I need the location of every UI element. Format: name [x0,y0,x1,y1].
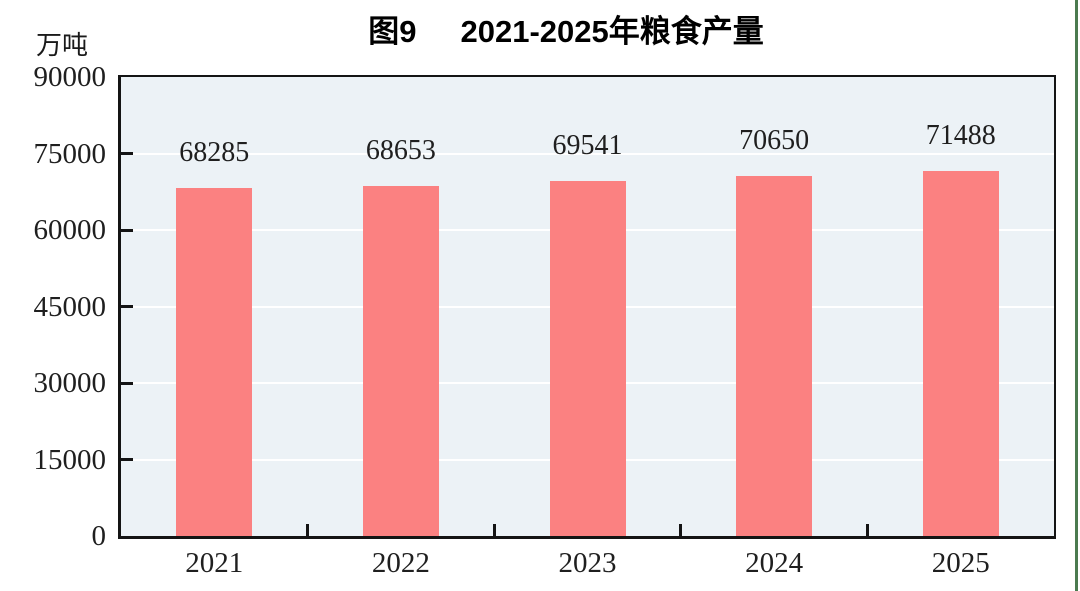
x-axis-category-label: 2023 [558,547,617,579]
y-axis-tick-label: 90000 [33,61,107,93]
y-axis-tick-label: 60000 [33,214,107,246]
bar-value-label: 71488 [925,120,996,152]
y-axis-tick-label: 30000 [33,367,107,399]
y-axis-tick [121,458,133,461]
x-axis-category-label: 2025 [931,547,990,579]
x-axis-tick [492,524,496,536]
x-axis-category-label: 2024 [745,547,804,579]
chart-title-main: 2021-2025年粮食产量 [460,14,764,49]
x-axis-tick [306,524,310,536]
y-axis-tick-label: 0 [91,520,107,552]
gridline [121,152,1054,155]
y-axis-tick [121,381,133,385]
x-axis-tick [865,524,869,536]
chart-title: 图9 2021-2025年粮食产量 [96,6,1036,51]
y-axis-tick-label: 75000 [33,137,107,170]
y-axis-tick [121,305,133,308]
plot-inner: 68285 68653 69541 70650 71488 [121,77,1054,536]
y-axis-tick [121,228,133,232]
bar-value-label: 69541 [552,130,623,162]
bar-value-label: 68285 [179,136,250,168]
bar-2023 [549,181,626,536]
y-axis-unit-label: 万吨 [36,31,89,60]
bar-2025 [922,171,999,536]
page-edge-line [1075,0,1078,591]
bar-value-label: 68653 [365,134,436,166]
y-axis-tick [121,152,133,155]
y-axis-tick-label: 15000 [33,443,107,476]
bar-2022 [362,185,439,536]
plot-area: 68285 68653 69541 70650 71488 [118,75,1056,539]
bar-value-label: 70650 [739,124,810,156]
bar-2021 [176,187,253,536]
bar-2024 [736,175,813,536]
chart-title-prefix: 图9 [368,14,417,49]
x-axis-category-label: 2021 [185,547,244,579]
x-axis-tick [679,524,683,536]
x-axis-category-label: 2022 [371,547,430,579]
y-axis-tick-label: 45000 [33,290,107,323]
